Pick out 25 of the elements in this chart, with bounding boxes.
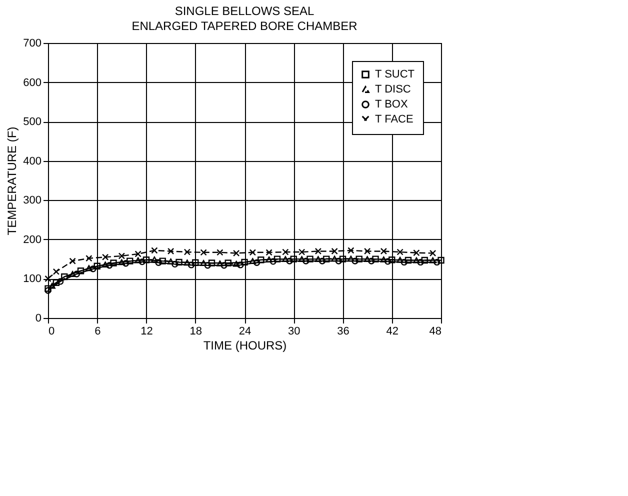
- x-tick-label: 48: [429, 326, 442, 338]
- y-tick-label: 200: [23, 234, 42, 246]
- y-tick-label: 700: [23, 38, 42, 50]
- y-tick-label: 0: [35, 312, 42, 324]
- y-axis-title: TEMPERATURE (F): [5, 126, 20, 236]
- x-axis-title: TIME (HOURS): [203, 338, 287, 352]
- chart-subtitle: ENLARGED TAPERED BORE CHAMBER: [132, 19, 358, 33]
- x-tick-label: 0: [48, 326, 55, 338]
- y-tick-label: 500: [23, 116, 42, 128]
- x-tick-label: 36: [337, 326, 350, 338]
- x-tick-label: 42: [386, 326, 398, 338]
- x-tick-label: 12: [140, 326, 153, 338]
- x-tick-label: 24: [238, 326, 252, 338]
- y-tick-label: 300: [23, 194, 42, 207]
- legend-label: T DISC: [375, 84, 411, 96]
- legend-label: T SUCT: [375, 68, 415, 80]
- y-tick-label: 100: [23, 273, 42, 286]
- y-tick-label: 600: [23, 76, 42, 89]
- legend-label: T FACE: [375, 114, 414, 126]
- legend-label: T BOX: [375, 98, 408, 110]
- x-tick-label: 30: [288, 326, 300, 338]
- y-tick-label: 400: [23, 155, 42, 168]
- x-tick-label: 6: [94, 326, 101, 338]
- chart-title: SINGLE BELLOWS SEAL: [174, 4, 315, 18]
- x-tick-label: 18: [190, 326, 202, 338]
